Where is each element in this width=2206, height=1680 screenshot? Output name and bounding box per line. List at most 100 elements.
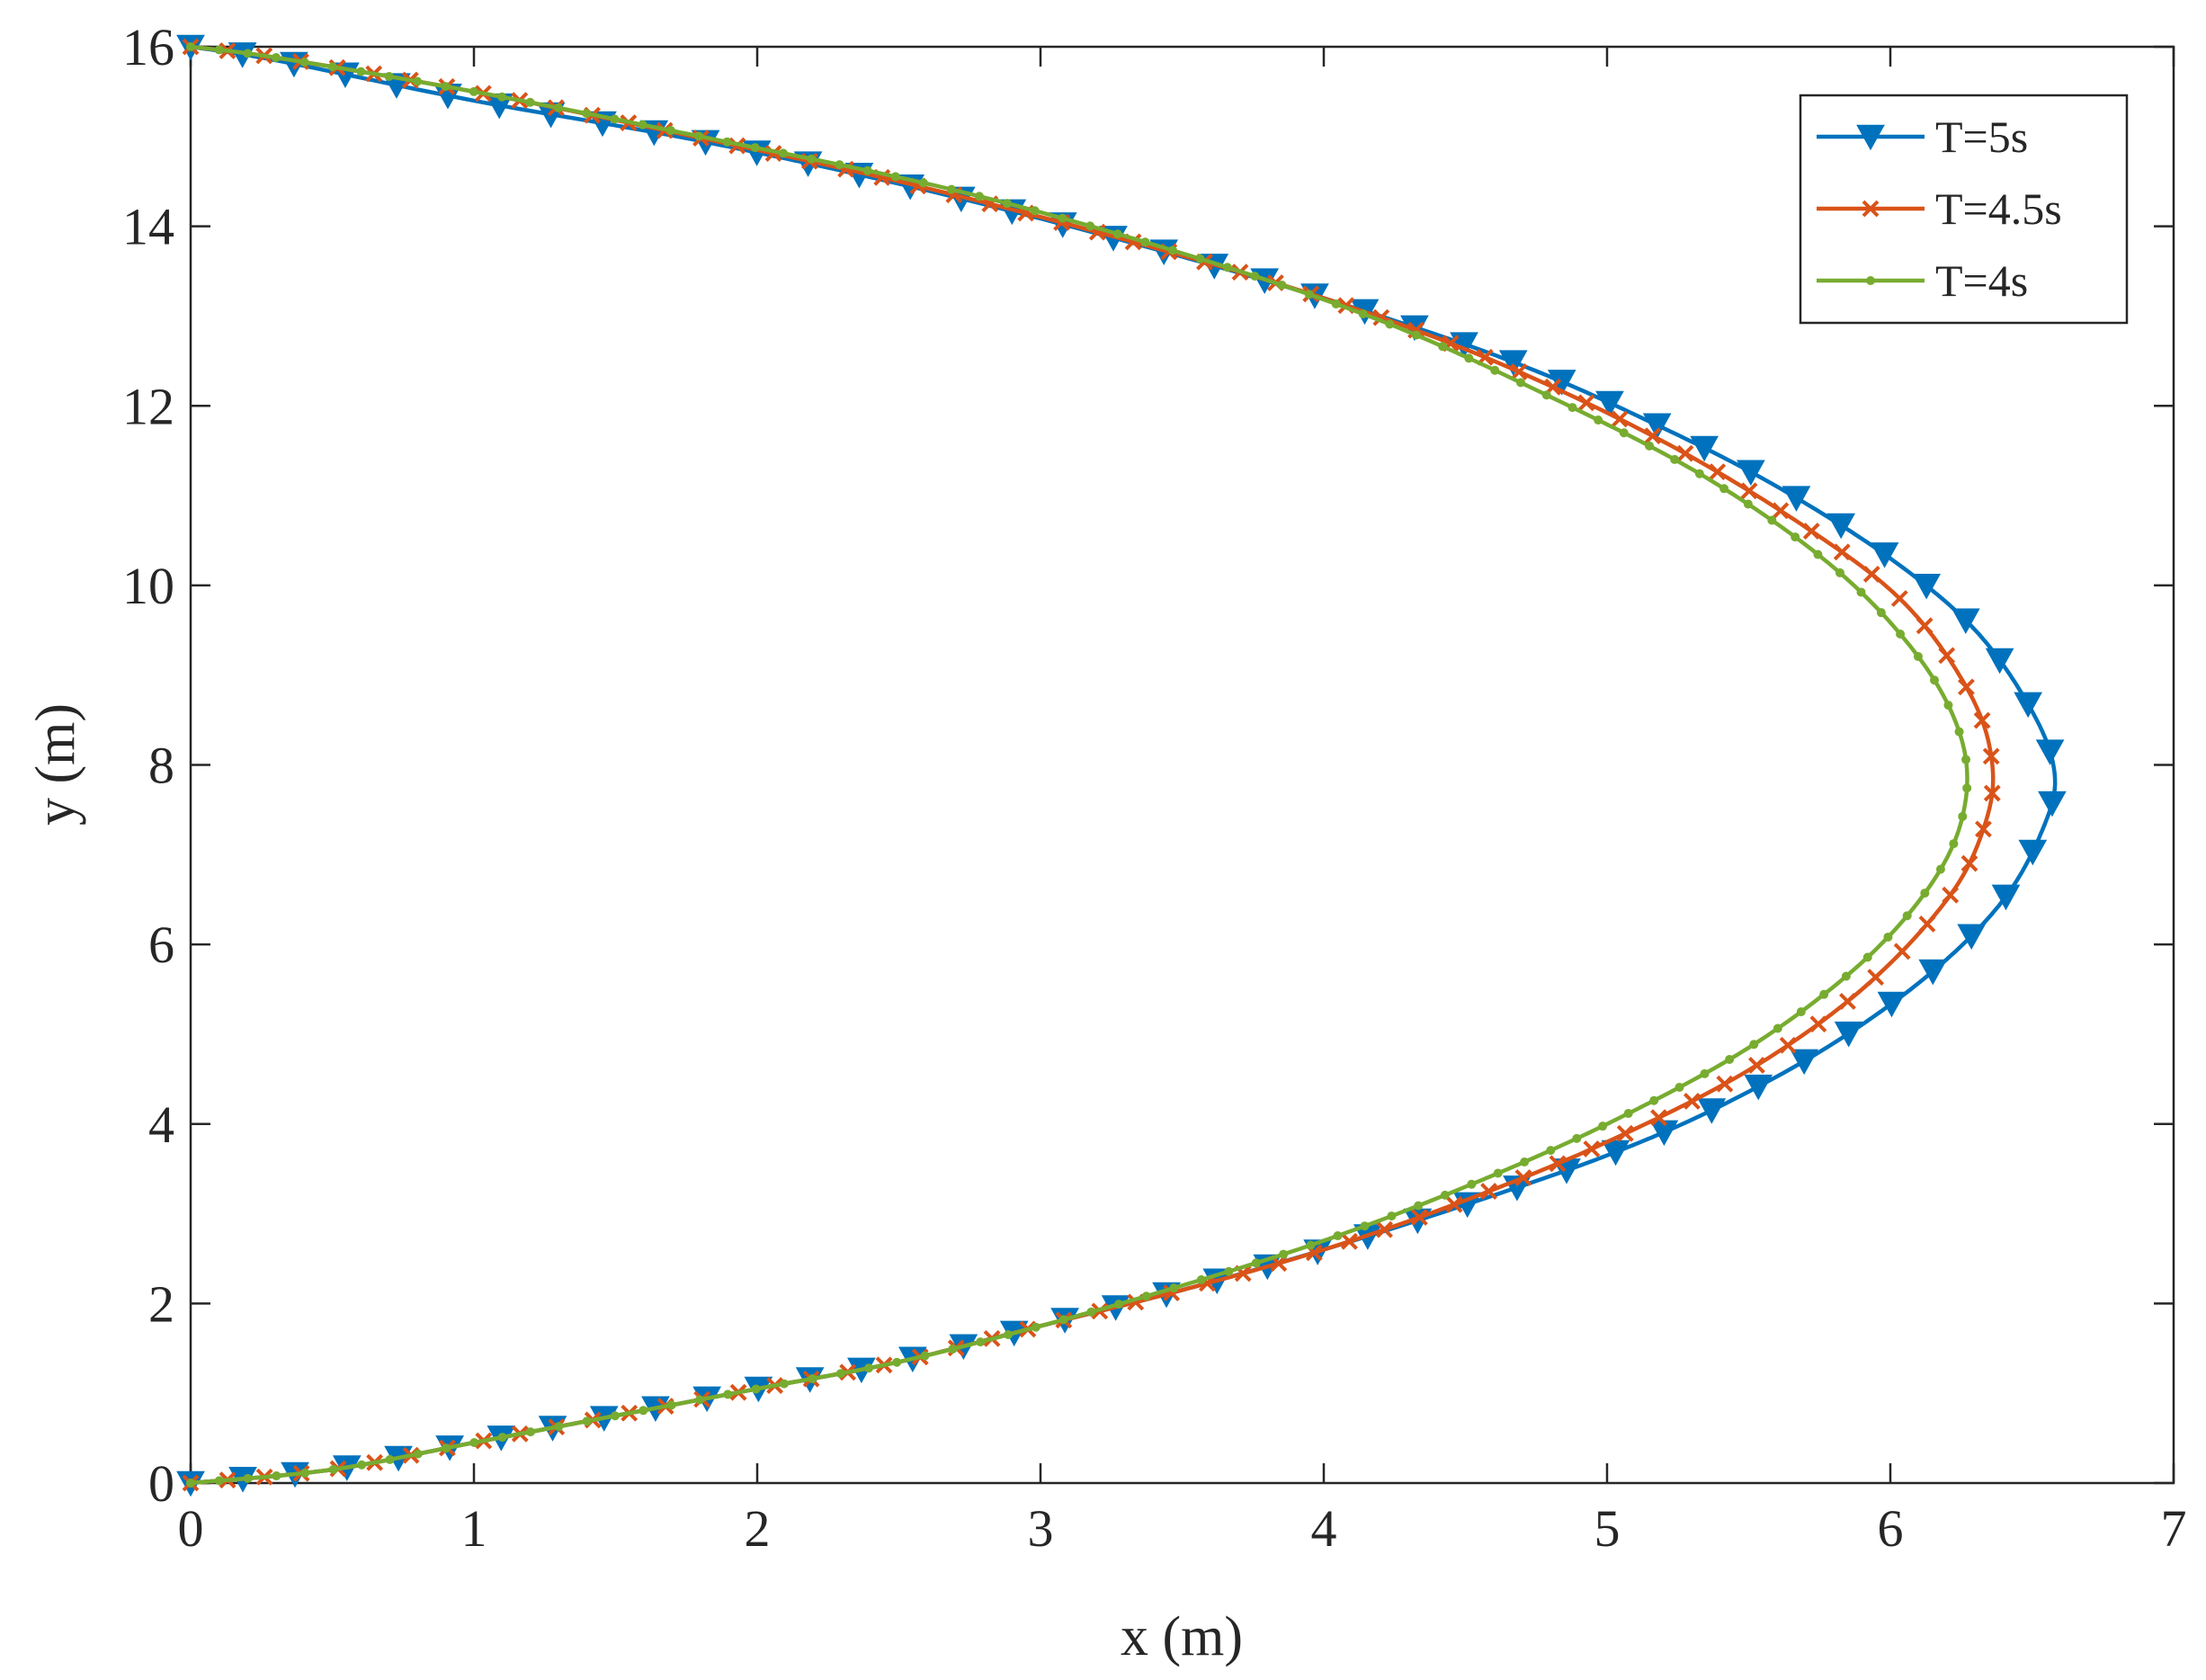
data-point-marker bbox=[1385, 319, 1395, 329]
data-point-marker bbox=[1877, 991, 1907, 1018]
data-point-marker bbox=[1649, 1095, 1659, 1105]
marker-stroke bbox=[1938, 647, 1956, 665]
data-point-marker bbox=[722, 137, 732, 147]
data-point-marker bbox=[1749, 1040, 1759, 1050]
data-point-marker bbox=[1650, 1109, 1667, 1127]
data-point-marker bbox=[1514, 1169, 1532, 1186]
data-point-marker bbox=[1862, 200, 1880, 218]
data-point-marker bbox=[1376, 1220, 1393, 1238]
data-point-marker bbox=[1957, 924, 1987, 950]
data-point-marker bbox=[1304, 290, 1314, 299]
data-point-marker bbox=[1856, 124, 1885, 151]
data-point-marker bbox=[1740, 482, 1758, 500]
data-point-marker bbox=[413, 76, 423, 86]
data-point-marker bbox=[694, 1395, 704, 1405]
data-point-marker bbox=[751, 1384, 761, 1394]
data-point-marker bbox=[1440, 1190, 1450, 1200]
data-point-marker bbox=[1112, 229, 1122, 239]
data-point-marker bbox=[442, 1443, 451, 1453]
data-point-marker bbox=[974, 192, 984, 201]
marker-stroke bbox=[1975, 820, 1992, 838]
y-axis-label: y (m) bbox=[25, 703, 86, 826]
data-point-marker bbox=[243, 49, 253, 58]
data-point-marker bbox=[328, 1464, 338, 1474]
marker-stroke bbox=[1867, 969, 1885, 986]
data-point-marker bbox=[1890, 590, 1908, 607]
data-point-marker bbox=[357, 1460, 367, 1470]
data-point-marker bbox=[1870, 542, 1899, 568]
data-point-marker bbox=[610, 114, 620, 124]
data-point-marker bbox=[1601, 1139, 1630, 1166]
marker-stroke bbox=[1958, 678, 1975, 696]
series-3 bbox=[186, 42, 1972, 1488]
data-point-marker bbox=[1694, 469, 1704, 478]
data-point-marker bbox=[778, 148, 788, 158]
data-point-marker bbox=[1058, 213, 1067, 223]
data-point-marker bbox=[1985, 648, 2014, 675]
marker-stroke bbox=[1577, 394, 1595, 412]
marker-stroke bbox=[1839, 993, 1856, 1010]
data-point-marker bbox=[1773, 1023, 1782, 1033]
data-point-marker bbox=[1913, 651, 1923, 661]
data-point-marker bbox=[1644, 427, 1662, 445]
data-point-marker bbox=[1611, 410, 1629, 428]
data-point-marker bbox=[1490, 365, 1500, 375]
y-tick-label: 16 bbox=[122, 18, 174, 76]
data-point-marker bbox=[356, 67, 366, 76]
data-point-marker bbox=[1790, 1049, 1818, 1076]
data-point-marker bbox=[1918, 959, 1948, 986]
marker-stroke bbox=[1514, 1169, 1532, 1186]
marker-stroke bbox=[1305, 1244, 1323, 1262]
marker-stroke bbox=[1982, 747, 2000, 765]
data-point-marker bbox=[610, 1411, 620, 1421]
marker-stroke bbox=[1802, 523, 1820, 540]
data-point-marker bbox=[1250, 271, 1260, 281]
data-point-marker bbox=[1306, 1240, 1316, 1250]
data-point-marker bbox=[1549, 1155, 1567, 1173]
data-point-marker bbox=[1991, 884, 2021, 911]
marker-stroke bbox=[1748, 1057, 1765, 1074]
marker-stroke bbox=[1772, 502, 1790, 520]
data-point-marker bbox=[1341, 1232, 1358, 1250]
data-point-marker bbox=[1896, 630, 1906, 639]
data-point-marker bbox=[214, 45, 224, 55]
data-point-marker bbox=[1598, 1121, 1608, 1131]
data-point-marker bbox=[1949, 839, 1959, 849]
data-point-marker bbox=[1675, 1083, 1684, 1093]
data-point-marker bbox=[1467, 1179, 1477, 1189]
data-point-marker bbox=[497, 1433, 507, 1443]
data-point-marker bbox=[1684, 1093, 1701, 1110]
x-tick-label: 3 bbox=[1028, 1499, 1054, 1558]
data-point-marker bbox=[1935, 864, 1945, 874]
data-point-marker bbox=[1916, 617, 1934, 635]
marker-stroke bbox=[1676, 444, 1694, 462]
data-point-marker bbox=[1645, 441, 1655, 451]
data-point-marker bbox=[441, 82, 451, 92]
x-tick-label: 0 bbox=[178, 1499, 204, 1558]
data-point-marker bbox=[638, 120, 648, 130]
data-point-marker bbox=[1358, 309, 1368, 319]
data-point-marker bbox=[1670, 454, 1680, 464]
data-point-marker bbox=[1809, 1015, 1827, 1033]
marker-stroke bbox=[1650, 1109, 1667, 1127]
data-point-marker bbox=[1616, 1124, 1634, 1142]
data-point-marker bbox=[1779, 1036, 1797, 1054]
data-point-marker bbox=[1954, 727, 1964, 737]
data-point-marker bbox=[1796, 1006, 1806, 1016]
x-tick-label: 5 bbox=[1594, 1499, 1621, 1558]
x-tick-label: 6 bbox=[1878, 1499, 1904, 1558]
data-point-marker bbox=[1938, 647, 1956, 665]
data-point-marker bbox=[1086, 1307, 1096, 1317]
data-point-marker bbox=[1856, 587, 1866, 597]
data-point-marker bbox=[1141, 1291, 1151, 1301]
x-axis-label: x (m) bbox=[1121, 1606, 1243, 1667]
data-point-marker bbox=[1841, 971, 1851, 981]
data-point-marker bbox=[864, 1363, 874, 1373]
data-point-marker bbox=[2035, 739, 2065, 765]
y-tick-label: 4 bbox=[148, 1095, 174, 1154]
x-tick-label: 4 bbox=[1311, 1499, 1337, 1558]
data-point-marker bbox=[385, 1454, 395, 1464]
marker-stroke bbox=[1916, 617, 1934, 635]
marker-stroke bbox=[1510, 363, 1528, 380]
marker-stroke bbox=[1918, 915, 1936, 933]
